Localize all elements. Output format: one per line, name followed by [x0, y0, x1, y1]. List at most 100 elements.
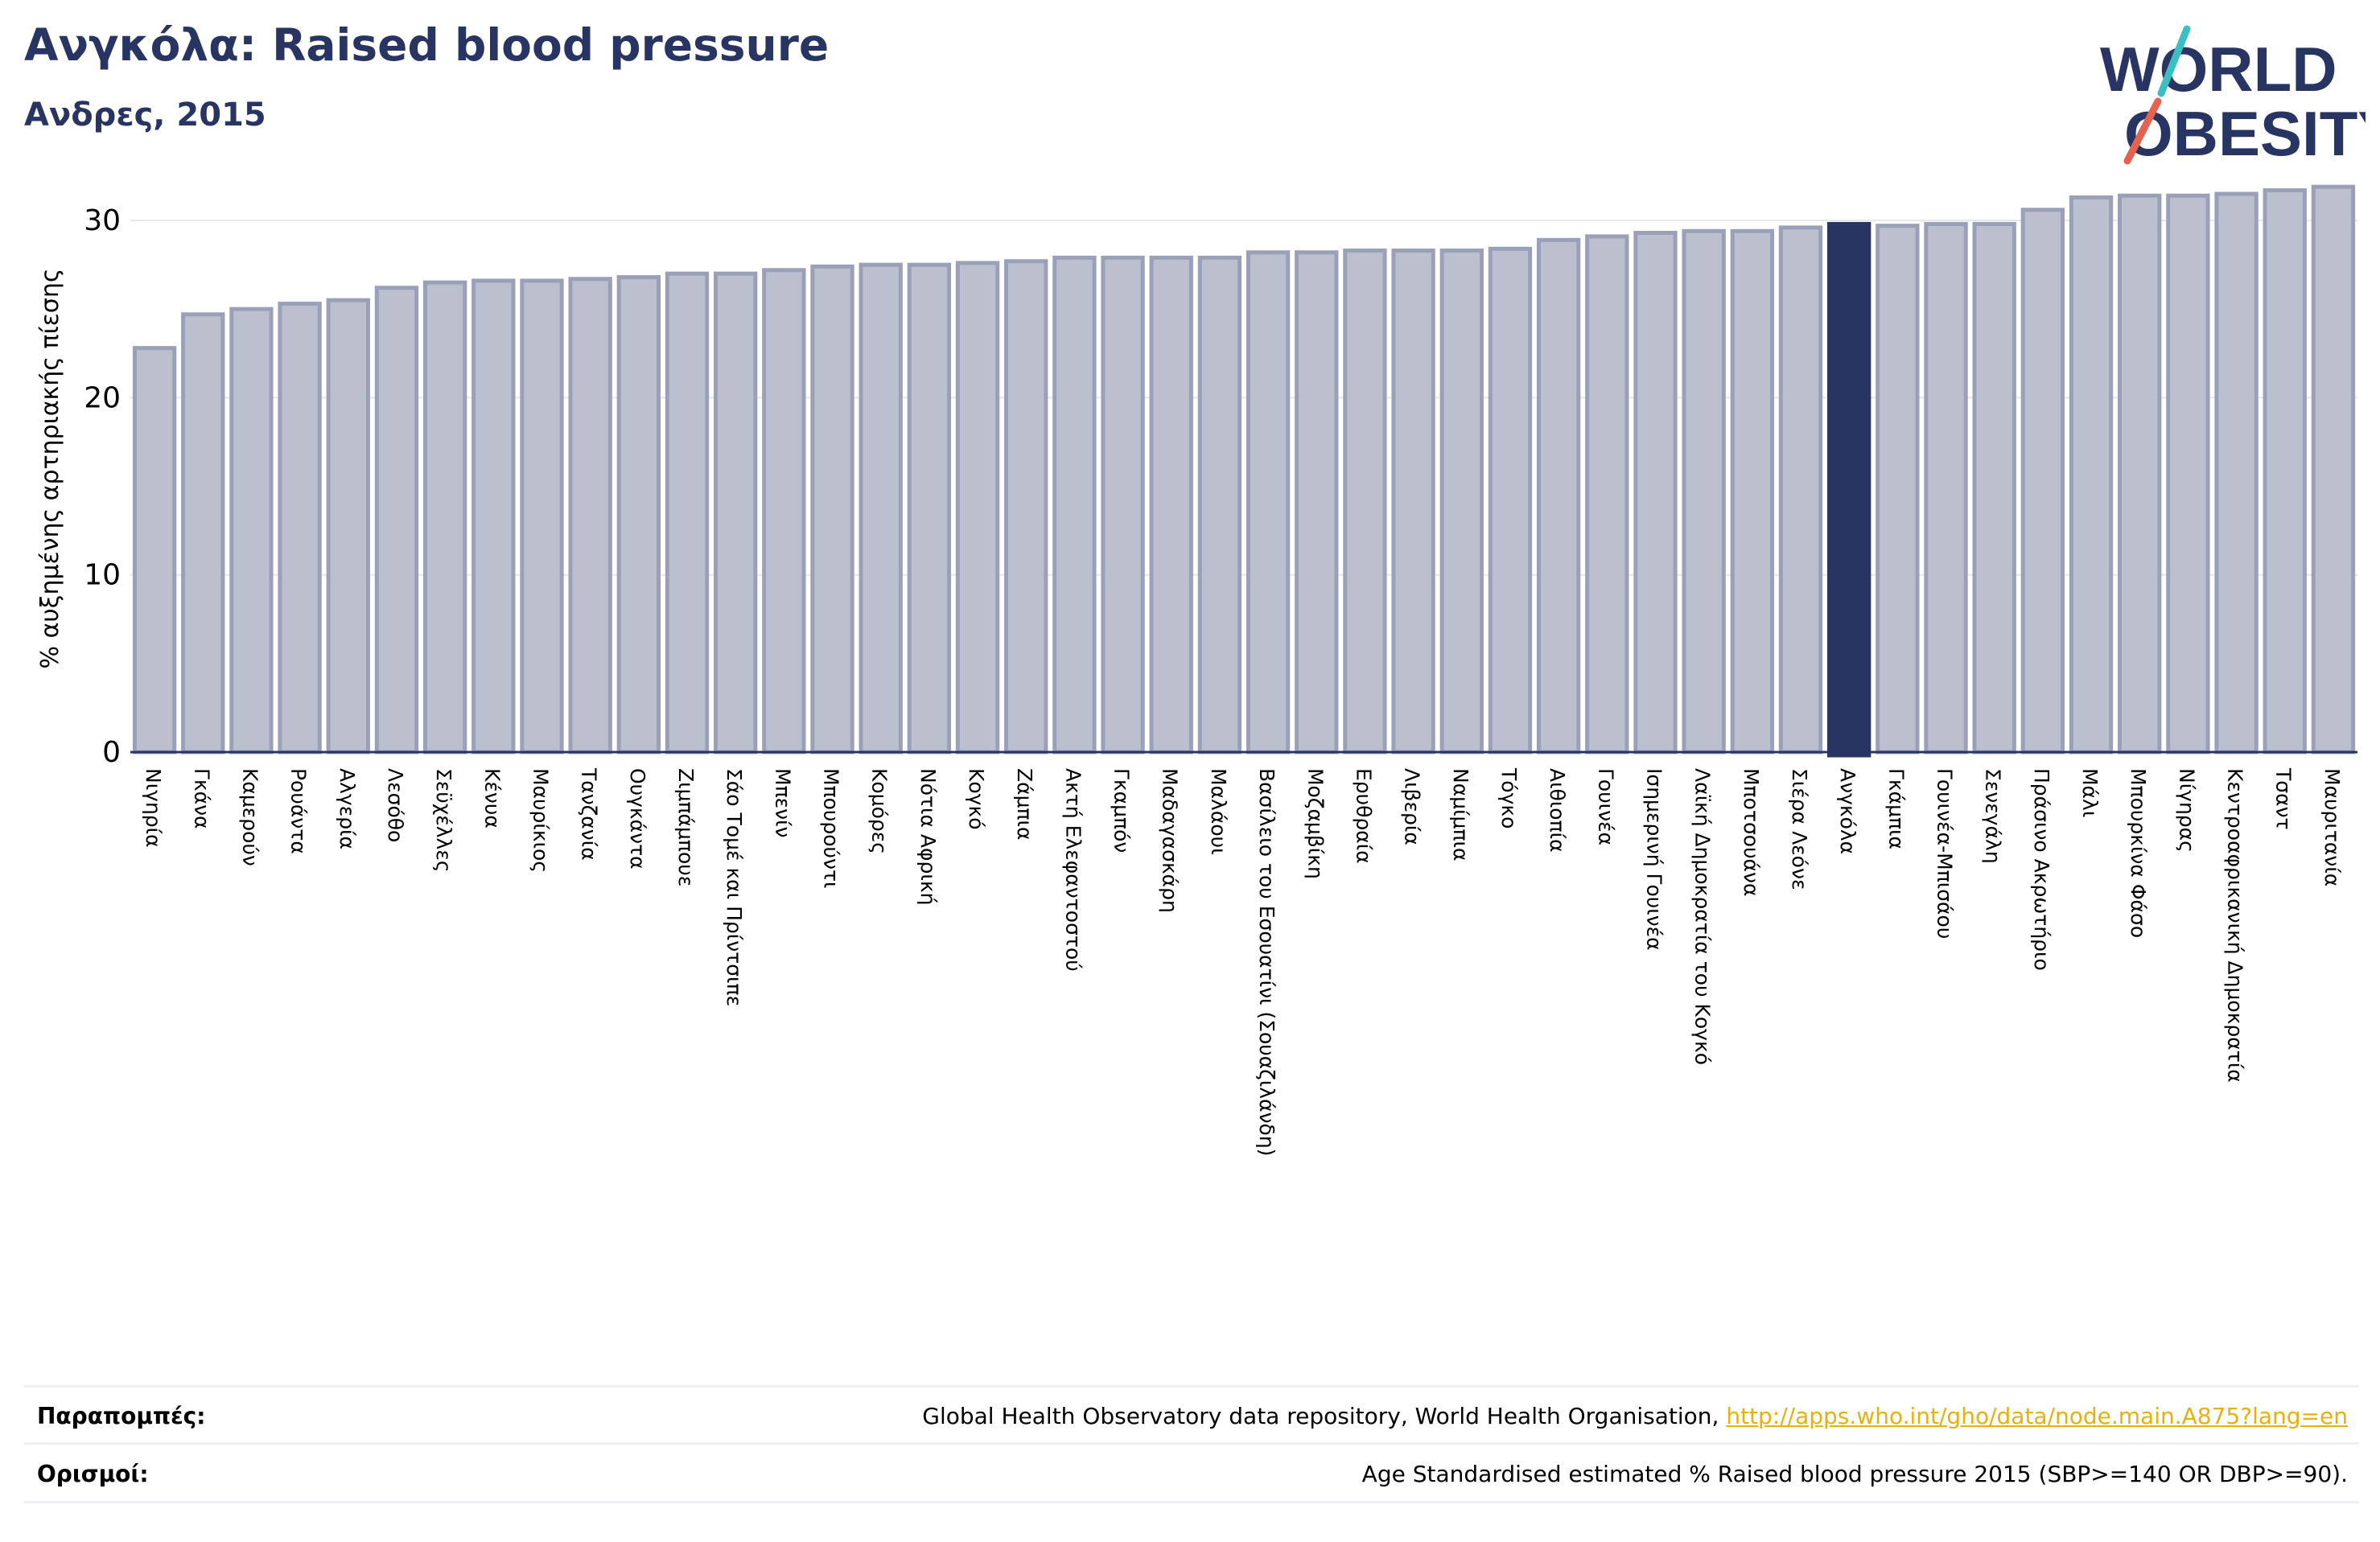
bar: [1876, 224, 1920, 755]
logo-line-1: WORLD: [2100, 34, 2337, 105]
bar: [278, 302, 322, 755]
x-tick-label: Μοζαμβίκη: [1303, 768, 1327, 879]
bar: [665, 271, 710, 755]
x-tick-label: Σιέρα Λεόνε: [1788, 768, 1811, 890]
x-tick-label: Μπουρκίνα Φάσο: [2127, 768, 2150, 938]
bar: [1101, 255, 1145, 755]
y-tick-label: 10: [84, 559, 121, 592]
x-tick-label: Νίγηρας: [2175, 768, 2198, 853]
x-tick-label: Μαυριτανία: [2320, 768, 2344, 886]
footer-divider-bottom: [24, 1501, 2359, 1503]
bar: [471, 278, 516, 755]
bar: [2311, 184, 2356, 755]
bar: [520, 278, 564, 755]
y-axis-label: % αυξημένης αρτηριακής πίεσης: [36, 269, 64, 669]
logo-slash-red: [2123, 97, 2162, 165]
bar-chart: 0 10 20 30 % αυξημένης αρτηριακής πίεσης Νιγη…: [36, 184, 2357, 1156]
x-tick-label: Σάο Τομέ και Πρίντσιπε: [723, 768, 746, 1006]
bar: [955, 261, 1000, 755]
x-tick-label: Αιθιοπία: [1546, 768, 1569, 853]
bar: [181, 312, 225, 755]
bar: [2166, 193, 2210, 755]
bar: [374, 286, 419, 755]
bar: [132, 346, 177, 755]
x-tick-label: Ναμίμπια: [1449, 768, 1472, 861]
bar: [1924, 221, 1968, 755]
bar: [2118, 193, 2162, 755]
bar: [1391, 249, 1435, 755]
chart-title: Ανγκόλα: Raised blood pressure: [24, 19, 830, 71]
references-label: Παραπομπές:: [37, 1403, 206, 1429]
bar: [907, 262, 952, 755]
x-tick-label: Μπενίν: [771, 768, 794, 838]
x-tick-label: Νιγηρία: [142, 768, 165, 848]
footer-divider-middle: [24, 1442, 2359, 1445]
x-tick-label: Μποτσουάνα: [1740, 768, 1763, 897]
bar: [2214, 191, 2259, 755]
x-tick-label: Κεντροαφρικανική Δημοκρατία: [2224, 768, 2247, 1083]
bar: [1295, 250, 1339, 755]
bar: [1343, 249, 1387, 755]
bar: [859, 262, 903, 755]
bar: [810, 264, 854, 755]
x-tick-label: Γουινέα-Μπισάου: [1933, 768, 1957, 939]
x-tick-label: Ρουάντα: [287, 768, 311, 854]
x-tick-label: Μαδαγασκάρη: [1159, 768, 1182, 913]
x-tick-label: Ισημερινή Γουινέα: [1642, 768, 1666, 951]
world-obesity-logo: WORLD OBESITY: [2100, 25, 2366, 169]
logo-slash-teal: [2157, 25, 2191, 97]
x-tick-label: Σεϋχέλλες: [432, 768, 455, 873]
bar: [1439, 249, 1484, 755]
x-tick-label: Λαϊκή Δημοκρατία του Κογκό: [1691, 768, 1715, 1065]
bar: [1488, 246, 1533, 755]
y-tick-label: 20: [84, 381, 121, 414]
x-tick-label: Γκάνα: [190, 768, 213, 829]
x-tick-label: Ερυθραία: [1352, 768, 1375, 864]
x-tick-label: Καμερούν: [238, 768, 261, 866]
bar: [2069, 195, 2114, 755]
x-tick-label: Μάλι: [2078, 768, 2102, 817]
x-tick-label: Κένυα: [480, 768, 504, 829]
references-link[interactable]: http://apps.who.int/gho/data/node.main.A…: [1726, 1403, 2348, 1429]
bar: [229, 306, 274, 755]
x-tick-label: Γουινέα: [1594, 768, 1617, 845]
bar: [1246, 250, 1291, 755]
x-tick-label: Ακτή Ελεφαντοστού: [1061, 768, 1085, 972]
bar: [1682, 228, 1726, 755]
bar: [1052, 255, 1097, 755]
x-tick-label: Ουγκάντα: [626, 768, 649, 870]
x-tick-label: Γκάμπια: [1884, 768, 1908, 849]
bar: [1730, 228, 1774, 755]
x-tick-label: Τόγκο: [1497, 767, 1521, 829]
bar: [1536, 237, 1581, 755]
x-tick-label: Λιβερία: [1401, 768, 1424, 845]
bar: [326, 298, 370, 755]
x-tick-label: Μπουρούντι: [820, 768, 843, 889]
x-tick-label: Βασίλειο του Εσουατίνι (Σουαζιλάνδη): [1255, 768, 1279, 1156]
chart-subtitle: Ανδρες, 2015: [24, 97, 266, 134]
bar-highlight: [1827, 221, 1871, 758]
bar: [422, 280, 467, 755]
bar: [2020, 208, 2065, 755]
bar: [762, 268, 806, 755]
bar: [1149, 255, 1193, 755]
bar: [2263, 188, 2307, 755]
x-tick-label: Νότια Αφρική: [916, 768, 940, 905]
bar: [1972, 221, 2016, 755]
x-tick-label: Λεσόθο: [384, 768, 407, 842]
references-text: Global Health Observatory data repositor…: [922, 1403, 2348, 1429]
x-tick-label: Ανγκόλα: [1836, 768, 1859, 854]
x-tick-label: Τσαντ: [2272, 767, 2296, 830]
bar: [1004, 259, 1048, 755]
x-tick-label: Μαλάουι: [1207, 768, 1230, 855]
x-tick-label: Μαυρίκιος: [529, 768, 552, 873]
bar: [1197, 255, 1242, 755]
y-tick-label: 0: [102, 736, 121, 769]
bar: [616, 275, 661, 755]
x-tick-label: Τανζανία: [578, 767, 601, 861]
references-source: Global Health Observatory data repositor…: [922, 1403, 1719, 1429]
bar: [568, 277, 612, 755]
x-tick-label: Ζιμπάμπουε: [674, 768, 698, 886]
bar: [1633, 230, 1678, 755]
x-tick-label: Αλγερία: [336, 768, 359, 849]
